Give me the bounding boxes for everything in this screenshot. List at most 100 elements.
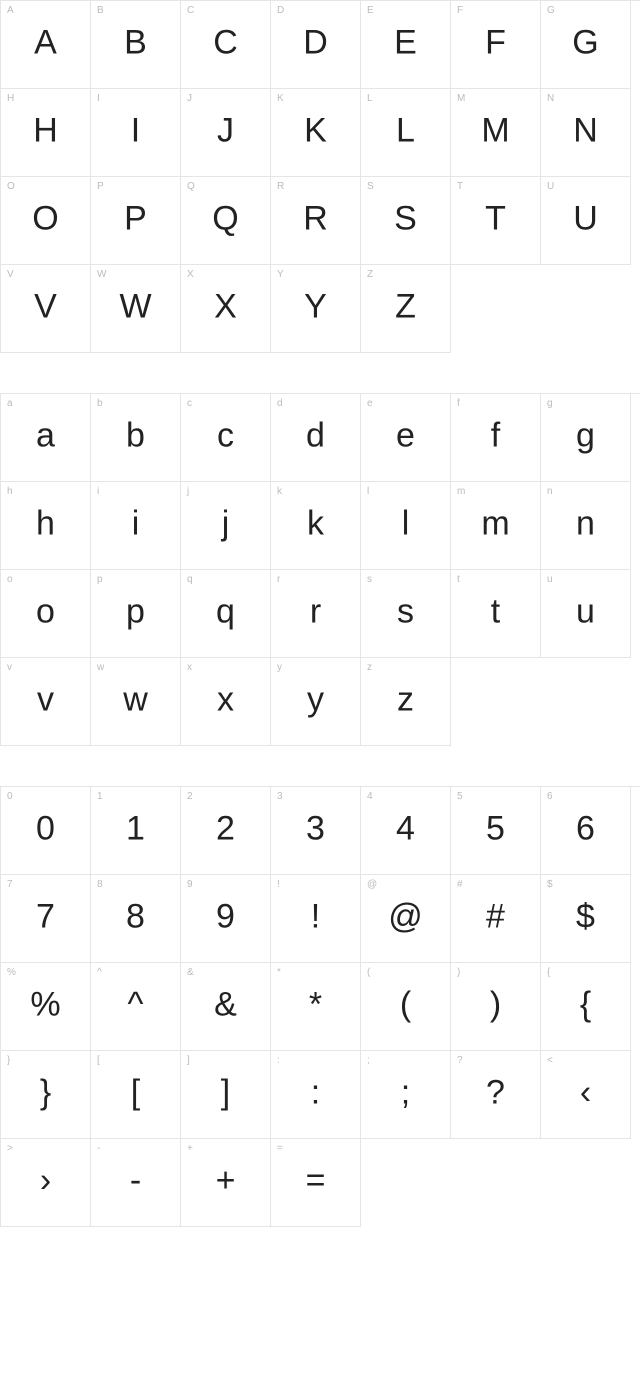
glyph-cell-glyph: H (33, 111, 58, 150)
glyph-cell-label: g (547, 398, 553, 409)
glyph-cell: CC (181, 1, 271, 89)
glyph-cell-glyph: a (36, 416, 55, 455)
glyph-cell-label: d (277, 398, 283, 409)
glyph-cell-glyph: Y (304, 287, 327, 326)
glyph-cell-label: 2 (187, 791, 193, 802)
glyph-cell-label: k (277, 486, 282, 497)
glyph-cell-label: : (277, 1055, 280, 1066)
glyph-cell: qq (181, 570, 271, 658)
glyph-cell-glyph: g (576, 416, 595, 455)
glyph-cell: && (181, 963, 271, 1051)
glyph-cell: :: (271, 1051, 361, 1139)
glyph-cell-glyph: ) (490, 985, 501, 1024)
glyph-cell: xx (181, 658, 271, 746)
glyph-cell-label: J (187, 93, 192, 104)
glyph-cell: HH (1, 89, 91, 177)
glyph-cell-label: G (547, 5, 555, 16)
glyph-cell-glyph: & (214, 985, 237, 1024)
glyph-cell-label: [ (97, 1055, 100, 1066)
glyph-cell-label: D (277, 5, 284, 16)
glyph-cell-glyph: z (397, 680, 414, 719)
glyph-cell-glyph: r (310, 592, 321, 631)
glyph-cell: oo (1, 570, 91, 658)
glyph-cell: 22 (181, 787, 271, 875)
glyph-cell-glyph: o (36, 592, 55, 631)
glyph-cell-glyph: v (37, 680, 54, 719)
glyph-cell: GG (541, 1, 631, 89)
glyph-section-uppercase: AABBCCDDEEFFGGHHIIJJKKLLMMNNOOPPQQRRSSTT… (0, 0, 640, 353)
glyph-cell-label: ( (367, 967, 370, 978)
glyph-cell-label: C (187, 5, 194, 16)
glyph-cell-label: v (7, 662, 12, 673)
glyph-cell-glyph: B (124, 23, 147, 62)
glyph-cell-label: F (457, 5, 463, 16)
glyph-cell-label: } (7, 1055, 10, 1066)
glyph-cell-glyph: K (304, 111, 327, 150)
glyph-cell-label: w (97, 662, 104, 673)
glyph-cell-label: r (277, 574, 280, 585)
glyph-cell-label: h (7, 486, 13, 497)
glyph-cell: 88 (91, 875, 181, 963)
glyph-cell: ww (91, 658, 181, 746)
glyph-cell: XX (181, 265, 271, 353)
glyph-cell-label: X (187, 269, 194, 280)
glyph-cell-glyph: n (576, 504, 595, 543)
glyph-cell-glyph: G (572, 23, 598, 62)
glyph-cell-glyph: ‹ (580, 1073, 591, 1112)
glyph-cell: {{ (541, 963, 631, 1051)
glyph-cell: )) (451, 963, 541, 1051)
glyph-cell: nn (541, 482, 631, 570)
glyph-cell-glyph: k (307, 504, 324, 543)
glyph-cell: VV (1, 265, 91, 353)
glyph-cell: FF (451, 1, 541, 89)
glyph-cell: YY (271, 265, 361, 353)
glyph-cell-label: U (547, 181, 554, 192)
glyph-cell-label: * (277, 967, 281, 978)
glyph-cell: jj (181, 482, 271, 570)
glyph-cell: -- (91, 1139, 181, 1227)
glyph-cell: bb (91, 394, 181, 482)
glyph-cell-label: b (97, 398, 103, 409)
glyph-cell-label: 9 (187, 879, 193, 890)
glyph-cell-glyph: e (396, 416, 415, 455)
glyph-cell: LL (361, 89, 451, 177)
glyph-section-numbers-symbols: 00112233445566778899!!@@##$$%%^^&&**(())… (0, 786, 640, 1227)
glyph-cell: 00 (1, 787, 91, 875)
glyph-cell-glyph: ] (221, 1073, 230, 1112)
glyph-section-lowercase: aabbccddeeffgghhiijjkkllmmnnooppqqrrsstt… (0, 393, 640, 746)
glyph-cell-label: x (187, 662, 192, 673)
glyph-cell-label: T (457, 181, 463, 192)
glyph-cell-glyph: 3 (306, 809, 325, 848)
glyph-cell: KK (271, 89, 361, 177)
glyph-cell-glyph: S (394, 199, 417, 238)
glyph-cell-glyph: x (217, 680, 234, 719)
glyph-cell: !! (271, 875, 361, 963)
glyph-cell-label: P (97, 181, 104, 192)
glyph-cell: 55 (451, 787, 541, 875)
glyph-cell-glyph: T (485, 199, 506, 238)
glyph-cell: ++ (181, 1139, 271, 1227)
glyph-cell: (( (361, 963, 451, 1051)
glyph-cell-glyph: # (486, 897, 505, 936)
glyph-cell-glyph: M (481, 111, 509, 150)
glyph-cell-glyph: ! (311, 897, 320, 936)
glyph-cell-label: p (97, 574, 103, 585)
glyph-cell-glyph: $ (576, 897, 595, 936)
glyph-cell-label: q (187, 574, 193, 585)
glyph-cell-label: c (187, 398, 192, 409)
glyph-cell-label: { (547, 967, 550, 978)
glyph-cell: PP (91, 177, 181, 265)
glyph-cell-label: H (7, 93, 14, 104)
glyph-cell-glyph: Q (212, 199, 238, 238)
glyph-cell-glyph: f (491, 416, 500, 455)
glyph-cell-label: ) (457, 967, 460, 978)
glyph-cell-label: 4 (367, 791, 373, 802)
glyph-grid: aabbccddeeffgghhiijjkkllmmnnooppqqrrsstt… (0, 393, 640, 746)
glyph-cell-glyph: } (40, 1073, 51, 1112)
glyph-cell: TT (451, 177, 541, 265)
glyph-cell-label: t (457, 574, 460, 585)
glyph-cell: gg (541, 394, 631, 482)
glyph-cell-glyph: 8 (126, 897, 145, 936)
glyph-cell: DD (271, 1, 361, 89)
glyph-cell-label: > (7, 1143, 13, 1154)
